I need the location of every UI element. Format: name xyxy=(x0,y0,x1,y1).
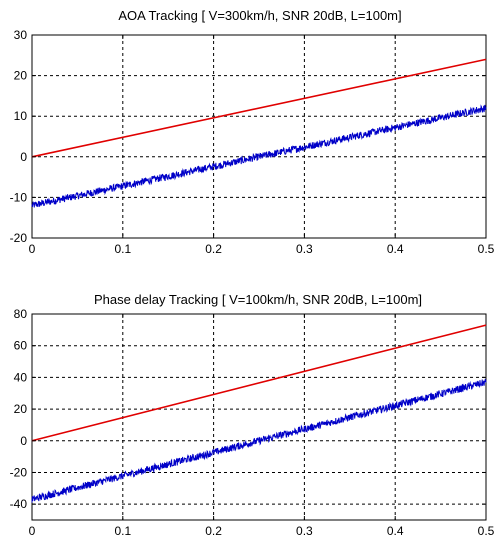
y-tick-label: 40 xyxy=(14,370,28,384)
y-tick-label: 0 xyxy=(20,434,27,448)
y-tick-label: 10 xyxy=(14,109,28,123)
x-tick-label: 0.5 xyxy=(478,524,495,538)
plot-area xyxy=(31,313,487,521)
series-line-true xyxy=(31,324,487,442)
y-tick-label: 60 xyxy=(14,339,28,353)
series-line-tracked xyxy=(31,104,487,208)
y-tick-label: -20 xyxy=(10,465,28,479)
x-tick-label: 0.5 xyxy=(478,242,495,256)
y-tick-label: 80 xyxy=(14,307,28,321)
y-tick-label: -10 xyxy=(10,190,28,204)
y-tick-label: 0 xyxy=(20,150,27,164)
series-group xyxy=(31,324,487,503)
chart-title: Phase delay Tracking [ V=100km/h, SNR 20… xyxy=(94,292,422,307)
y-tick-label: -40 xyxy=(10,497,28,511)
x-tick-label: 0 xyxy=(29,524,36,538)
x-tick-label: 0 xyxy=(29,242,36,256)
x-axis-ticks: 0 0.1 0.2 0.3 0.4 0.5 xyxy=(29,35,495,256)
y-axis-ticks: -40 -20 0 20 40 60 80 xyxy=(10,307,486,511)
y-axis-ticks: -20 -10 0 10 20 30 xyxy=(10,28,486,245)
x-tick-label: 0.4 xyxy=(387,242,404,256)
series-line-tracked xyxy=(31,378,487,503)
x-tick-label: 0.1 xyxy=(114,242,131,256)
x-tick-label: 0.2 xyxy=(205,242,222,256)
series-group xyxy=(31,58,487,208)
y-tick-label: 30 xyxy=(14,28,28,42)
chart-title: AOA Tracking [ V=300km/h, SNR 20dB, L=10… xyxy=(118,8,401,23)
x-tick-label: 0.1 xyxy=(114,524,131,538)
y-tick-label: 20 xyxy=(14,402,28,416)
plot-area xyxy=(31,34,487,239)
x-tick-label: 0.3 xyxy=(296,524,313,538)
series-line-true xyxy=(31,58,487,158)
x-tick-label: 0.4 xyxy=(387,524,404,538)
chart-phase-delay-tracking: Phase delay Tracking [ V=100km/h, SNR 20… xyxy=(10,292,495,538)
x-tick-label: 0.2 xyxy=(205,524,222,538)
y-tick-label: -20 xyxy=(10,231,28,245)
x-axis-ticks: 0 0.1 0.2 0.3 0.4 0.5 xyxy=(29,314,495,538)
y-tick-label: 20 xyxy=(14,69,28,83)
x-tick-label: 0.3 xyxy=(296,242,313,256)
chart-aoa-tracking: AOA Tracking [ V=300km/h, SNR 20dB, L=10… xyxy=(10,8,495,256)
